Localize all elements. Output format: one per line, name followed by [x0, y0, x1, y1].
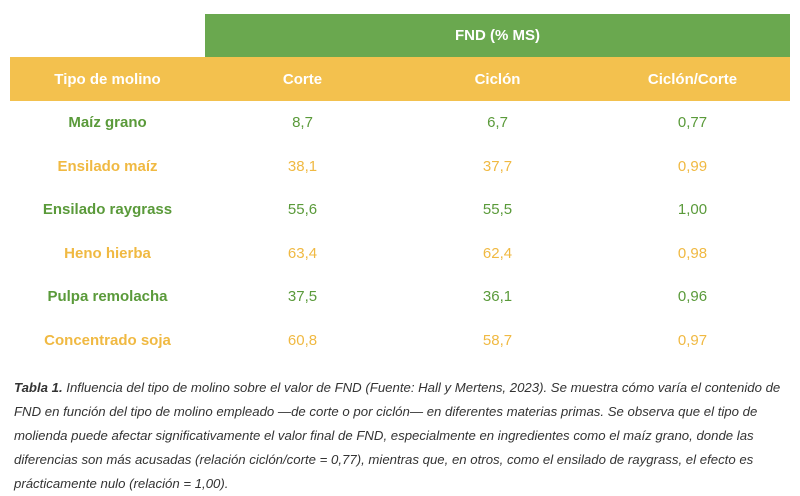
- row-ratio: 0,99: [677, 157, 708, 175]
- row-ciclon: 6,7: [487, 114, 508, 132]
- row-name: Maíz grano: [68, 114, 147, 132]
- column-header-molino: Tipo de molino: [54, 70, 161, 88]
- row-ciclon: 55,5: [482, 201, 513, 219]
- table-row: Pulpa remolacha 37,5 36,1 0,96: [10, 275, 790, 319]
- row-ratio: 0,96: [677, 288, 708, 306]
- column-header-corte: Corte: [282, 70, 323, 88]
- row-name: Ensilado maíz: [57, 157, 158, 175]
- row-ciclon: 36,1: [482, 288, 513, 306]
- table-row: Heno hierba 63,4 62,4 0,98: [10, 232, 790, 276]
- caption-label: Tabla 1.: [14, 380, 63, 395]
- table-row: Ensilado raygrass 55,6 55,5 1,00: [10, 188, 790, 232]
- table-row: Maíz grano 8,7 6,7 0,77: [10, 101, 790, 145]
- row-ciclon: 62,4: [482, 244, 513, 262]
- row-name: Concentrado soja: [44, 331, 171, 349]
- row-ciclon: 58,7: [482, 331, 513, 349]
- group-header: FND (% MS): [205, 14, 790, 57]
- row-corte: 63,4: [287, 244, 318, 262]
- column-header-row: Tipo de molino Corte Ciclón Ciclón/Corte: [10, 57, 790, 101]
- table-row: Ensilado maíz 38,1 37,7 0,99: [10, 145, 790, 189]
- row-name: Heno hierba: [64, 244, 151, 262]
- row-name: Pulpa remolacha: [47, 288, 168, 306]
- row-ratio: 0,98: [677, 244, 708, 262]
- row-corte: 37,5: [287, 288, 318, 306]
- row-corte: 60,8: [287, 331, 318, 349]
- row-corte: 55,6: [287, 201, 318, 219]
- group-header-label: FND (% MS): [455, 27, 540, 44]
- row-ratio: 0,97: [677, 331, 708, 349]
- table-row: Concentrado soja 60,8 58,7 0,97: [10, 319, 790, 363]
- column-header-ratio: Ciclón/Corte: [647, 70, 738, 88]
- column-header-ciclon: Ciclón: [474, 70, 521, 88]
- table-caption: Tabla 1. Influencia del tipo de molino s…: [14, 376, 790, 496]
- row-corte: 8,7: [292, 114, 313, 132]
- row-corte: 38,1: [287, 157, 318, 175]
- row-name: Ensilado raygrass: [42, 201, 173, 219]
- row-ciclon: 37,7: [482, 157, 513, 175]
- caption-text: Influencia del tipo de molino sobre el v…: [14, 380, 781, 491]
- row-ratio: 0,77: [677, 114, 708, 132]
- row-ratio: 1,00: [677, 201, 708, 219]
